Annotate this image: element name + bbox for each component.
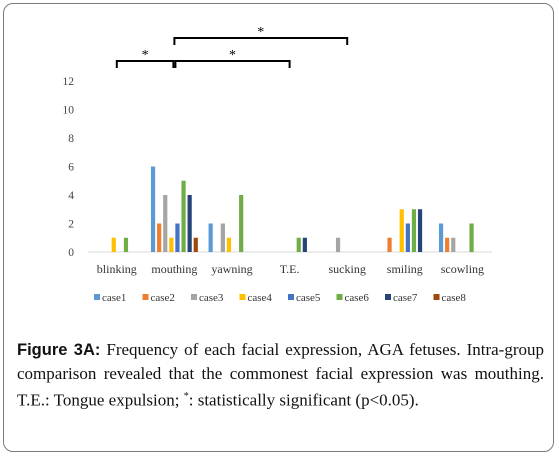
bar-case6-te	[296, 237, 301, 252]
significance-bracket	[115, 60, 175, 68]
bar-case5-mouthing	[175, 223, 180, 252]
legend-label-case2: case2	[151, 292, 175, 304]
bar-case6-yawning	[239, 195, 244, 252]
y-axis: 0 2 4 6 8 10 12	[63, 76, 75, 259]
bar-case5-smiling	[405, 223, 410, 252]
bar-case8-mouthing	[193, 237, 198, 252]
x-tick-label: blinking	[97, 262, 137, 276]
y-tick-label: 4	[68, 190, 74, 202]
bar-case4-smiling	[399, 209, 404, 252]
y-tick-label: 6	[68, 162, 74, 174]
legend-label-case5: case5	[296, 292, 321, 304]
bar-case3-mouthing	[163, 195, 168, 252]
bar-case6-blinking	[123, 237, 129, 252]
bar-case6-mouthing	[181, 180, 186, 252]
figure-frame	[3, 3, 554, 452]
bar-case7-mouthing	[187, 195, 192, 252]
x-tick-label: smiling	[387, 262, 423, 276]
significance-star: *	[229, 48, 236, 63]
x-tick-label: sucking	[329, 262, 366, 276]
bar-case4-blinking	[111, 237, 116, 252]
legend-swatch-case6	[336, 294, 343, 300]
bar-case4-mouthing	[169, 237, 174, 252]
legend-swatch-case8	[433, 294, 440, 300]
x-tick-label: scowling	[441, 262, 484, 276]
legend: case1 case2 case3 case4 case5 case6 case7 case8	[94, 292, 466, 304]
legend-swatch-case3	[191, 294, 197, 300]
figure-caption: Figure 3A: Frequency of each facial expr…	[17, 338, 544, 412]
significance-bracket	[174, 60, 291, 68]
bar-case2-scowling	[445, 237, 450, 252]
legend-label-case8: case8	[442, 292, 467, 304]
legend-swatch-case4	[239, 294, 246, 300]
y-tick-label: 8	[68, 133, 74, 145]
x-tick-label: yawning	[211, 262, 252, 276]
legend-label-case1: case1	[102, 292, 126, 304]
bar-case3-scowling	[451, 237, 456, 252]
bar-case7-te	[302, 237, 307, 252]
bar-case6-smiling	[411, 209, 417, 252]
bars	[111, 166, 474, 252]
x-axis-labels: blinking mouthing yawning T.E. sucking smilin…	[97, 262, 484, 276]
bar-chart: 0 2 4 6 8 10 12 blinking mouthing yawning T.E. suc…	[63, 25, 492, 304]
y-tick-label: 2	[68, 219, 74, 231]
y-tick-label: 10	[63, 105, 75, 117]
significance-star: *	[257, 25, 264, 40]
legend-label-case4: case4	[248, 292, 273, 304]
bar-case2-mouthing	[157, 223, 162, 252]
x-tick-label: mouthing	[151, 262, 197, 276]
x-tick-label: T.E.	[280, 262, 300, 276]
bar-case2-smiling	[387, 237, 392, 252]
y-tick-label: 0	[68, 247, 74, 259]
bar-case6-scowling	[469, 223, 474, 252]
caption-star: *	[183, 391, 189, 402]
legend-swatch-case5	[288, 294, 294, 300]
bar-case3-sucking	[335, 237, 341, 252]
caption-text: Frequency of each facial expression, AGA…	[17, 340, 545, 410]
legend-label-case6: case6	[345, 292, 370, 304]
legend-swatch-case1	[94, 294, 100, 300]
y-tick-label: 12	[63, 76, 75, 88]
bar-case1-yawning	[208, 223, 213, 252]
legend-label-case3: case3	[199, 292, 224, 304]
legend-label-case7: case7	[393, 292, 418, 304]
legend-swatch-case7	[385, 294, 391, 300]
significance-bracket	[173, 37, 349, 45]
bar-case3-yawning	[220, 223, 225, 252]
significance-star: *	[142, 48, 149, 63]
caption-text-end: : statistically significant (p<0.05).	[188, 390, 419, 410]
bar-case1-mouthing	[150, 166, 156, 252]
caption-label: Figure 3A:	[17, 341, 101, 359]
bar-case1-scowling	[438, 223, 444, 252]
legend-swatch-case2	[142, 294, 149, 300]
significance-brackets: * * *	[115, 25, 349, 68]
bar-case7-smiling	[417, 209, 423, 252]
bar-case4-yawning	[226, 237, 232, 252]
